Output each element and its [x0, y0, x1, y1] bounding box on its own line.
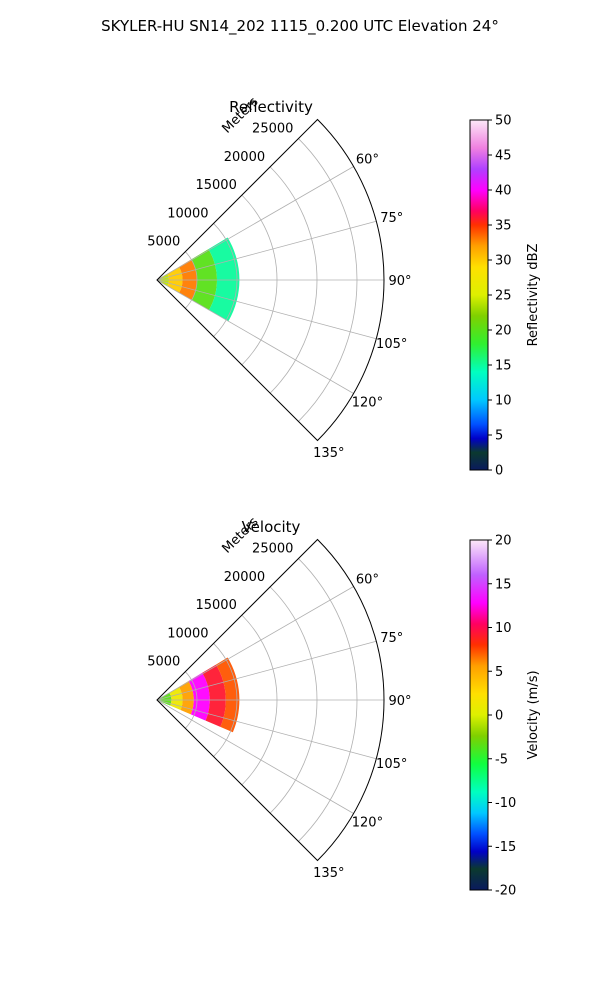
- velocity-range-tick-2: 15000: [195, 598, 236, 613]
- velocity-azimuth-tick-4: 120°: [352, 816, 383, 831]
- figure-title: SKYLER-HU SN14_202 1115_0.200 UTC Elevat…: [101, 17, 499, 36]
- reflectivity-range-tick-0: 5000: [147, 235, 180, 250]
- reflectivity-panel: Reflectivity500010000150002000025000Mete…: [147, 94, 541, 478]
- reflectivity-colorbar-tick-3: 15: [495, 359, 512, 374]
- velocity-colorbar-scale: [469, 539, 489, 891]
- reflectivity-azimuth-tick-2: 90°: [388, 274, 411, 289]
- reflectivity-azimuth-tick-4: 120°: [352, 396, 383, 411]
- reflectivity-colorbar-tick-7: 35: [495, 219, 512, 234]
- velocity-title: Velocity: [242, 518, 301, 536]
- reflectivity-colorbar-tick-1: 5: [495, 429, 503, 444]
- reflectivity-colorbar-tick-8: 40: [495, 184, 512, 199]
- reflectivity-range-tick-1: 10000: [167, 206, 208, 221]
- velocity-colorbar-tick-2: -10: [495, 796, 516, 811]
- reflectivity-colorbar-tick-10: 50: [495, 114, 512, 129]
- reflectivity-colorbar-label: Reflectivity dBZ: [526, 244, 541, 347]
- reflectivity-azimuth-line-4: [156, 279, 354, 394]
- velocity-colorbar-tick-1: -15: [495, 840, 516, 855]
- velocity-azimuth-tick-3: 105°: [376, 757, 407, 772]
- reflectivity-data: [157, 237, 240, 322]
- velocity-frame: [156, 538, 385, 862]
- reflectivity-colorbar-tick-4: 20: [495, 324, 512, 339]
- velocity-band-2: [178, 681, 194, 715]
- velocity-band-4: [202, 664, 226, 727]
- velocity-colorbar-tick-5: 5: [495, 665, 503, 680]
- velocity-azimuth-tick-2: 90°: [388, 694, 411, 709]
- velocity-range-tick-0: 5000: [147, 655, 180, 670]
- velocity-azimuth-tick-1: 75°: [380, 631, 403, 646]
- velocity-colorbar: -20 -15 -10 -5 0 5 10 15 20 Velocity (m/s): [469, 534, 541, 899]
- velocity-colorbar-tick-8: 20: [495, 534, 512, 549]
- velocity-azimuth-tick-5: 135°: [313, 866, 344, 881]
- reflectivity-title: Reflectivity: [229, 98, 313, 116]
- reflectivity-band-3: [191, 249, 217, 310]
- reflectivity-azimuth-line-1: [156, 220, 377, 281]
- velocity-range-tick-3: 20000: [224, 570, 265, 585]
- reflectivity-frame: [156, 118, 385, 442]
- velocity-colorbar-tick-6: 10: [495, 621, 512, 636]
- reflectivity-colorbar-tick-6: 30: [495, 254, 512, 269]
- velocity-range-tick-1: 10000: [167, 626, 208, 641]
- velocity-azimuth-line-1: [156, 640, 377, 701]
- velocity-azimuth-tick-0: 60°: [356, 573, 379, 588]
- velocity-azimuth-line-4: [156, 699, 354, 814]
- velocity-colorbar-tick-3: -5: [495, 752, 508, 767]
- velocity-colorbar-tick-0: -20: [495, 884, 516, 899]
- reflectivity-range-tick-2: 15000: [195, 178, 236, 193]
- reflectivity-azimuth-line-3: [156, 279, 377, 340]
- velocity-colorbar-tick-7: 15: [495, 577, 512, 592]
- velocity-band-0: [157, 692, 172, 706]
- reflectivity-colorbar-tick-2: 10: [495, 394, 512, 409]
- velocity-azimuth-line-0: [156, 586, 354, 701]
- reflectivity-azimuth-tick-3: 105°: [376, 337, 407, 352]
- velocity-panel: Velocity500010000150002000025000Meters60…: [147, 514, 541, 898]
- reflectivity-colorbar: 0 5 10 15 20 25 30 35 40 45 50 Reflectivity dBZ: [469, 114, 541, 479]
- reflectivity-azimuth-line-0: [156, 166, 354, 281]
- reflectivity-colorbar-tick-5: 25: [495, 289, 512, 304]
- reflectivity-colorbar-scale: [469, 119, 489, 471]
- velocity-range-tick-4: 25000: [252, 542, 293, 557]
- velocity-colorbar-tick-4: 0: [495, 709, 503, 724]
- reflectivity-azimuth-tick-1: 75°: [380, 211, 403, 226]
- reflectivity-colorbar-tick-0: 0: [495, 464, 503, 479]
- reflectivity-azimuth-tick-5: 135°: [313, 446, 344, 461]
- reflectivity-range-tick-4: 25000: [252, 122, 293, 137]
- velocity-azimuth-line-3: [156, 699, 377, 760]
- velocity-grid: [156, 558, 384, 842]
- velocity-colorbar-label: Velocity (m/s): [526, 670, 541, 759]
- reflectivity-azimuth-tick-0: 60°: [356, 153, 379, 168]
- reflectivity-grid: [156, 138, 384, 422]
- reflectivity-range-tick-3: 20000: [224, 150, 265, 165]
- reflectivity-colorbar-tick-9: 45: [495, 149, 512, 164]
